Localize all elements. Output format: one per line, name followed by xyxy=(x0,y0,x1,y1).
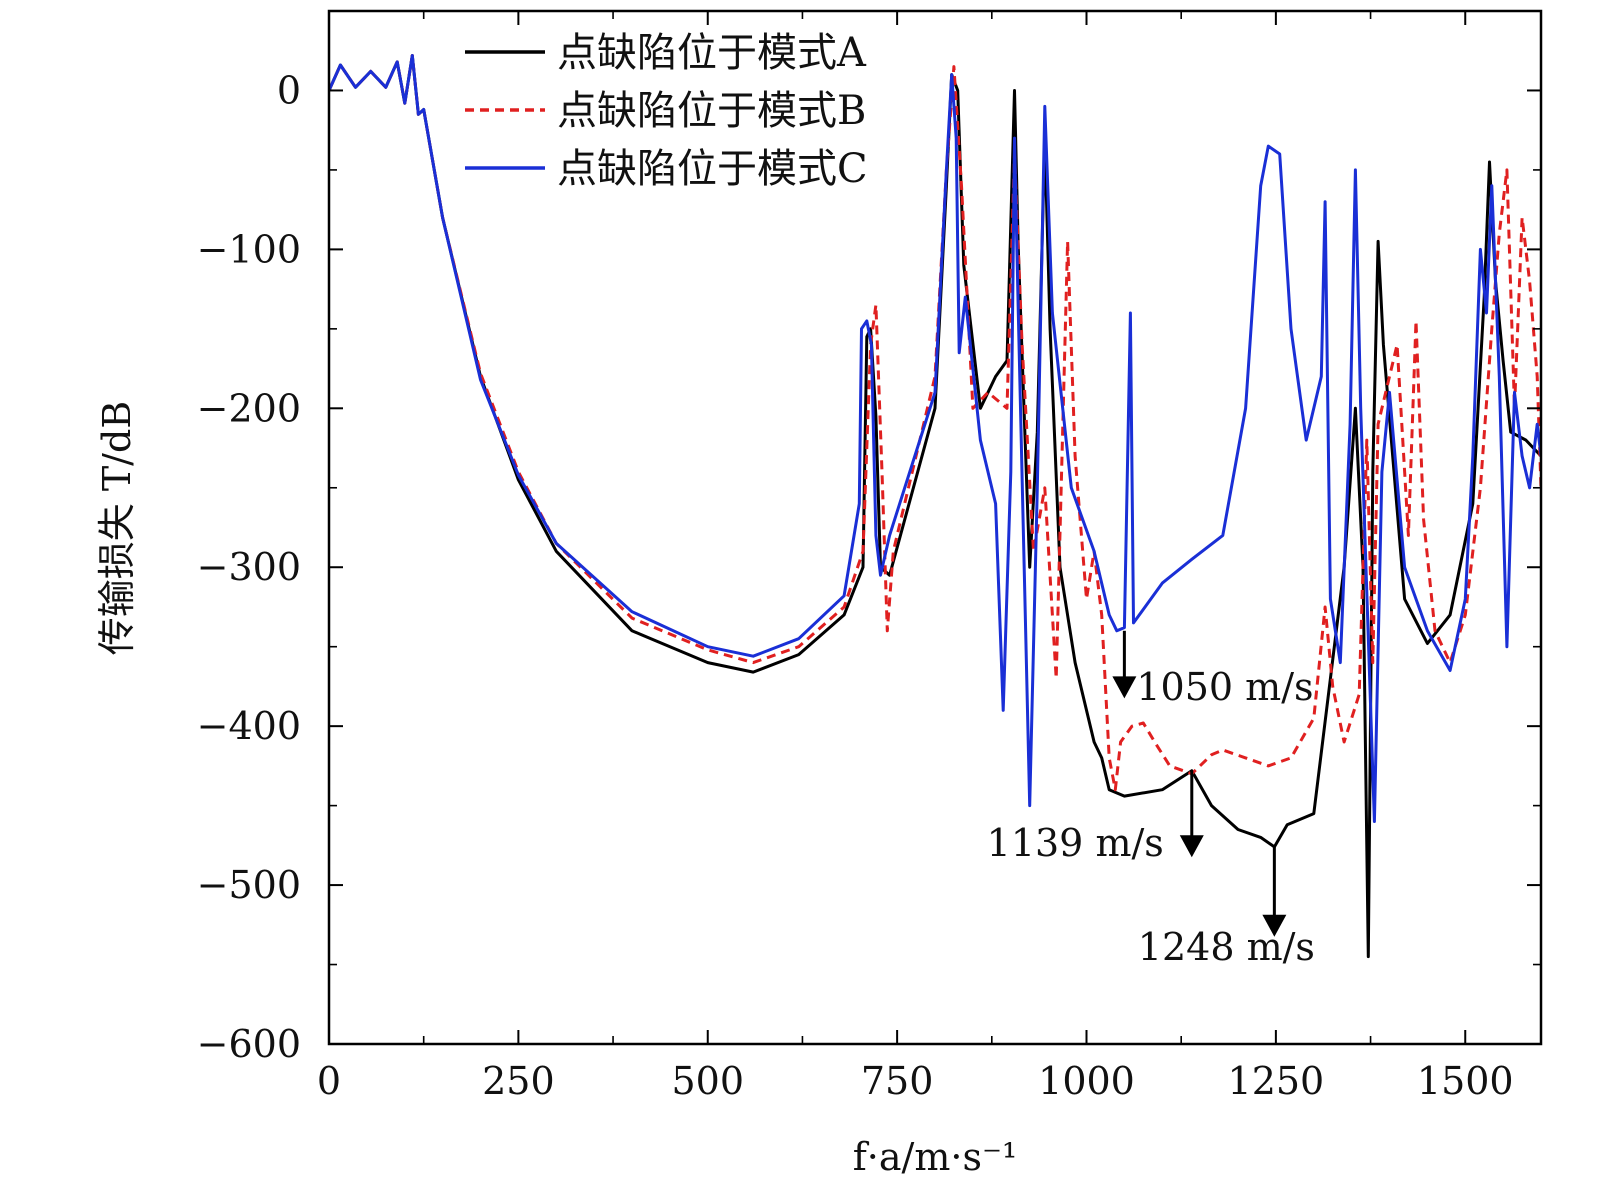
x-tick-label: 1250 xyxy=(1228,1059,1325,1103)
annotations: 1050 m/s 1139 m/s 1248 m/s xyxy=(987,630,1315,969)
x-tick-label: 1500 xyxy=(1417,1059,1514,1103)
plot-frame xyxy=(327,9,1543,1046)
annotation-label: 1248 m/s xyxy=(1138,925,1315,969)
x-tick-label: 500 xyxy=(671,1059,744,1103)
annotation-arrow-head xyxy=(1179,835,1204,858)
series-line-c xyxy=(329,54,1541,823)
y-axis-label: 传输损失 T/dB xyxy=(95,401,139,655)
annotation-arrow-head xyxy=(1262,914,1287,937)
y-tick-label: 0 xyxy=(277,68,301,112)
legend-label: 点缺陷位于模式C xyxy=(557,146,868,192)
series-layer xyxy=(329,54,1541,959)
legend-label: 点缺陷位于模式A xyxy=(557,30,867,76)
annotation-label: 1050 m/s xyxy=(1136,665,1313,709)
ticks-layer: 0 250 500 750 1000 1250 1500 0 −100 −200 −300 −400 −… xyxy=(197,11,1541,1103)
x-tick-label: 0 xyxy=(317,1059,341,1103)
x-tick-label: 750 xyxy=(861,1059,934,1103)
y-tick-label: −500 xyxy=(197,863,301,907)
x-tick-label: 1000 xyxy=(1038,1059,1135,1103)
legend-label: 点缺陷位于模式B xyxy=(557,88,866,134)
y-tick-label: −400 xyxy=(197,704,301,748)
x-axis-label: f·a/m·s⁻¹ xyxy=(853,1135,1018,1179)
y-tick-label: −100 xyxy=(197,227,301,271)
annotation-label: 1139 m/s xyxy=(987,821,1164,865)
x-tick-label: 250 xyxy=(482,1059,555,1103)
y-tick-label: −600 xyxy=(197,1022,301,1066)
y-tick-label: −300 xyxy=(197,545,301,589)
y-tick-label: −200 xyxy=(197,386,301,430)
annotation-arrow-head xyxy=(1112,676,1137,699)
series-line-b xyxy=(329,54,1541,792)
legend: 点缺陷位于模式A 点缺陷位于模式B 点缺陷位于模式C xyxy=(465,30,868,192)
series-line-a xyxy=(329,54,1541,959)
